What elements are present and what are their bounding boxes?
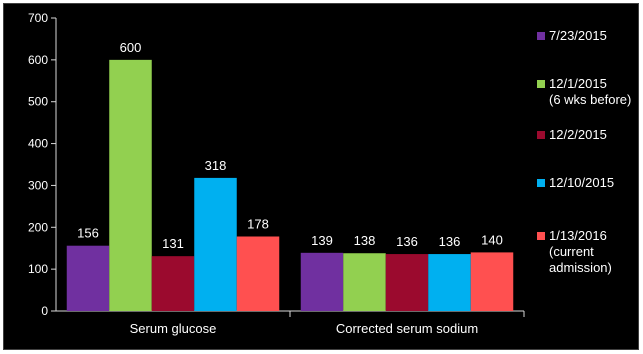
bar-value-label: 140 [481,232,503,247]
bar-value-label: 136 [439,234,461,249]
legend-swatch [537,232,545,240]
bar-value-label: 131 [162,236,184,251]
legend-swatch [537,131,545,139]
bar-value-label: 136 [396,234,418,249]
bar-value-label: 156 [77,226,99,241]
bar-value-label: 139 [311,233,333,248]
y-tick-label: 200 [28,220,48,234]
bar-value-label: 318 [205,158,227,173]
legend-swatch [537,32,545,40]
bar [300,252,344,311]
bar [66,245,110,311]
bar-value-label: 600 [120,40,142,55]
legend-swatch [537,80,545,88]
legend-label: 1/13/2016 [549,228,607,243]
bar [385,254,429,311]
y-tick-label: 700 [28,11,48,25]
bar-value-label: 178 [247,216,269,231]
bar-value-label: 138 [354,233,376,248]
bar [428,254,471,311]
bar [470,252,514,311]
legend-label: admission) [549,260,612,275]
bar [343,253,386,311]
legend-label: 7/23/2015 [549,28,607,43]
legend-swatch [537,179,545,187]
x-category-label: Corrected serum sodium [336,321,478,336]
x-category-label: Serum glucose [130,321,217,336]
y-tick-label: 500 [28,95,48,109]
legend-label: 12/1/2015 [549,76,607,91]
legend-label: (6 wks before) [549,92,631,107]
legend-label: 12/10/2015 [549,175,614,190]
bar [194,177,237,311]
bar [151,256,195,311]
y-tick-label: 100 [28,262,48,276]
y-tick-label: 600 [28,53,48,67]
legend-label: 12/2/2015 [549,127,607,142]
y-tick-label: 0 [41,304,48,318]
bar [236,236,280,311]
y-tick-label: 300 [28,178,48,192]
y-tick-label: 400 [28,137,48,151]
bar [109,59,152,311]
legend-label: (current [549,244,594,259]
